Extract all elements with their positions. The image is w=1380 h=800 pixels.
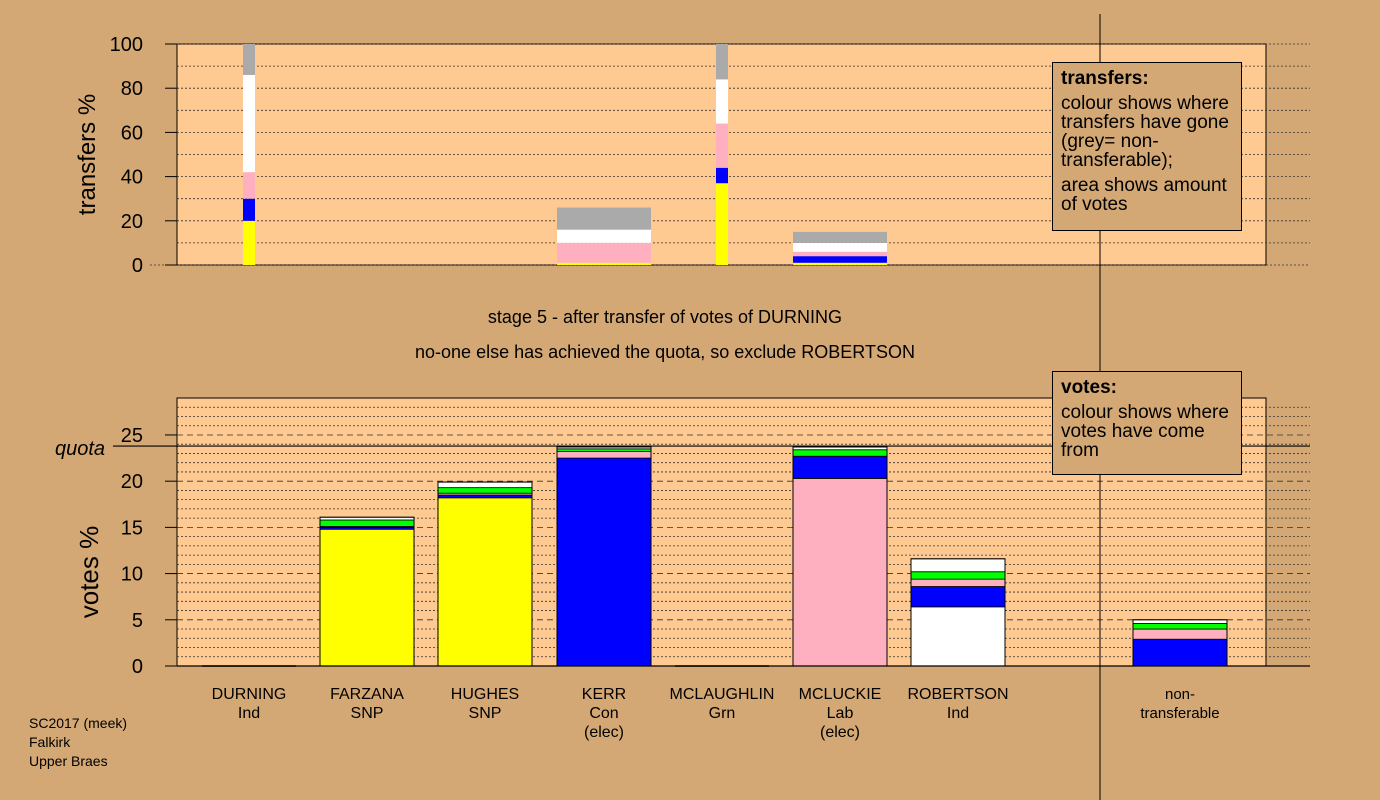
legend-votes-text: colour shows where votes have come from — [1061, 402, 1229, 461]
stage-heading: stage 5 - after transfer of votes of DUR… — [487, 307, 843, 327]
candidate-label-kerr: (elec) — [584, 724, 624, 741]
votes-y-tick-label: 5 — [132, 610, 143, 632]
vote-bar-segment-robertson — [910, 606, 1006, 667]
transfer-bar-segment-mclaughlin — [716, 183, 728, 265]
legend-transfers-text-1: colour shows where transfers have gone (… — [1061, 93, 1229, 171]
vote-bar-segment-kerr — [556, 451, 652, 459]
vote-bar-segment-mcluckie — [792, 449, 888, 457]
votes-y-axis-label: votes % — [74, 526, 104, 619]
vote-bar-segment-kerr — [556, 457, 652, 667]
vote-bar-segment-robertson — [910, 578, 1006, 587]
votes-y-tick-label: 25 — [121, 425, 143, 447]
transfer-bar-segment-durning — [243, 74, 255, 173]
transfer-bar-segment-durning — [243, 220, 255, 265]
candidate-label-robertson: Ind — [947, 705, 969, 722]
transfer-bar-segment-kerr — [557, 229, 651, 243]
candidate-label-mcluckie: Lab — [827, 705, 854, 722]
candidate-label-non-transferable: transferable — [1140, 705, 1219, 722]
transfer-bar-segment-mcluckie — [793, 262, 887, 265]
candidate-label-mcluckie: MCLUCKIE — [799, 686, 882, 703]
vote-bar-segment-hughes — [437, 497, 533, 667]
vote-bar-segment-mcluckie — [792, 477, 888, 667]
transfer-bar-segment-mclaughlin — [716, 123, 728, 168]
candidate-label-farzana: FARZANA — [330, 686, 404, 703]
transfers-y-tick-label: 20 — [121, 211, 143, 233]
candidate-label-mclaughlin: MCLAUGHLIN — [670, 686, 775, 703]
transfers-y-tick-label: 80 — [121, 78, 143, 100]
transfer-bar-segment-mcluckie — [793, 256, 887, 263]
candidate-label-farzana: SNP — [351, 705, 384, 722]
legend-votes: votes: colour shows where votes have com… — [1052, 371, 1242, 475]
source-ward: Upper Braes — [29, 753, 108, 769]
transfers-y-axis-label: transfers % — [74, 94, 101, 215]
vote-bar-segment-non-transferable — [1132, 619, 1228, 624]
legend-transfers: transfers: colour shows where transfers … — [1052, 62, 1242, 231]
vote-bar-segment-farzana — [319, 519, 415, 527]
candidate-label-durning: Ind — [238, 705, 260, 722]
legend-transfers-title: transfers: — [1061, 68, 1149, 89]
transfers-y-tick-label: 40 — [121, 167, 143, 189]
transfer-bar-segment-mclaughlin — [716, 167, 728, 184]
stage-note: no-one else has achieved the quota, so e… — [415, 342, 915, 362]
transfers-y-tick-label: 60 — [121, 122, 143, 144]
candidate-label-robertson: ROBERTSON — [907, 686, 1008, 703]
transfer-bar-segment-durning — [243, 198, 255, 221]
vote-bar-segment-hughes — [437, 481, 533, 489]
vote-bar-segment-kerr — [556, 448, 652, 452]
transfer-bar-segment-durning — [243, 172, 255, 199]
source-council: Falkirk — [29, 734, 71, 750]
legend-votes-title: votes: — [1061, 377, 1117, 398]
vote-bar-segment-non-transferable — [1132, 623, 1228, 630]
candidate-label-hughes: HUGHES — [451, 686, 519, 703]
candidate-label-durning: DURNING — [212, 686, 287, 703]
candidate-label-kerr: KERR — [582, 686, 626, 703]
vote-bar-segment-mcluckie — [792, 455, 888, 479]
candidate-label-mcluckie: (elec) — [820, 724, 860, 741]
transfers-y-tick-label: 100 — [110, 34, 143, 56]
transfer-bar-segment-kerr — [557, 242, 651, 263]
vote-bar-segment-hughes — [437, 487, 533, 494]
vote-bar-segment-farzana — [319, 528, 415, 667]
candidate-label-non-transferable: non- — [1165, 686, 1195, 703]
transfer-bar-segment-durning — [243, 44, 255, 75]
vote-bar-segment-non-transferable — [1132, 628, 1228, 640]
transfers-y-tick-label: 0 — [132, 255, 143, 277]
votes-y-tick-label: 20 — [121, 471, 143, 493]
vote-bar-segment-robertson — [910, 558, 1006, 573]
votes-y-tick-label: 0 — [132, 656, 143, 678]
transfer-bar-segment-mcluckie — [793, 231, 887, 243]
transfer-bar-segment-kerr — [557, 262, 651, 265]
legend-transfers-text-2: area shows amount of votes — [1061, 175, 1227, 215]
candidate-label-mclaughlin: Grn — [709, 705, 736, 722]
votes-y-tick-label: 10 — [121, 564, 143, 586]
votes-y-tick-label: 15 — [121, 517, 143, 539]
candidate-label-hughes: SNP — [469, 705, 502, 722]
vote-bar-segment-hughes — [437, 494, 533, 499]
transfer-bar-segment-mcluckie — [793, 251, 887, 257]
vote-bar-segment-robertson — [910, 586, 1006, 608]
transfer-bar-segment-mclaughlin — [716, 79, 728, 124]
quota-label: quota — [55, 438, 105, 460]
vote-bar-segment-non-transferable — [1132, 638, 1228, 667]
transfer-bar-segment-kerr — [557, 207, 651, 230]
candidate-label-kerr: Con — [589, 705, 618, 722]
source-election: SC2017 (meek) — [29, 715, 128, 731]
vote-bar-segment-robertson — [910, 571, 1006, 580]
transfer-bar-segment-mcluckie — [793, 242, 887, 252]
transfer-bar-segment-mclaughlin — [716, 44, 728, 80]
